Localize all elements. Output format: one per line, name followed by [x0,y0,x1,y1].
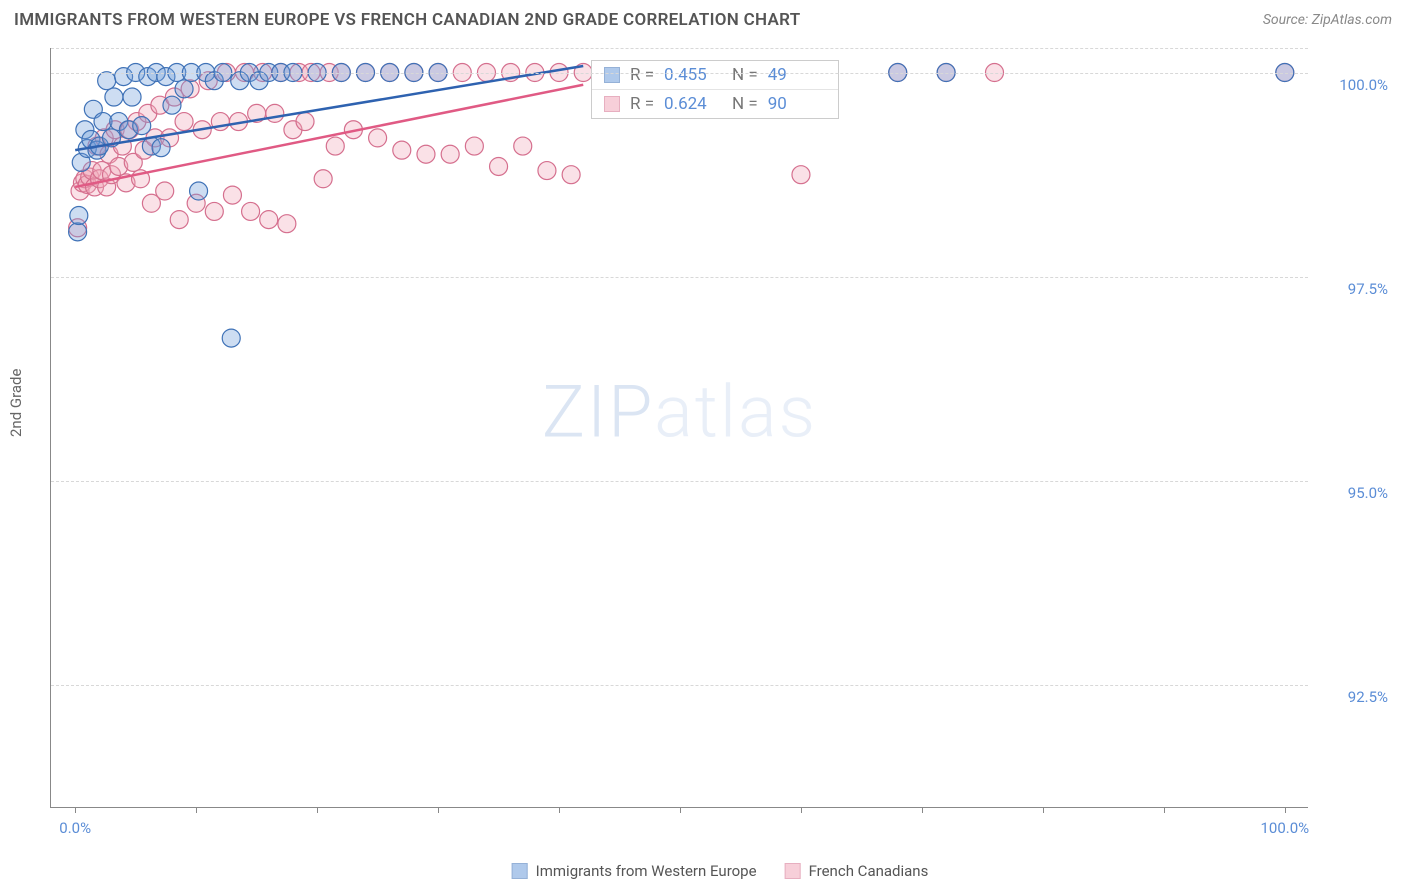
point-series-b [170,211,188,229]
point-series-a [98,72,116,90]
stats-r-value: 0.624 [664,94,722,114]
point-series-a [133,117,151,135]
stats-n-label: N = [732,94,758,114]
point-series-b [514,137,532,155]
swatch-series-b [785,863,801,879]
point-series-b [314,170,332,188]
point-series-b [223,186,241,204]
point-series-b [260,211,278,229]
plot-area: ZIPatlas R =0.455N =49R =0.624N =90 92.5… [50,48,1308,808]
point-series-b [326,137,344,155]
y-tick-label: 95.0% [1318,484,1388,502]
y-tick-label: 92.5% [1318,688,1388,706]
stats-r-value: 0.455 [664,65,722,85]
x-tick-label: 0.0% [59,819,91,837]
point-series-b [296,113,314,131]
point-series-a [152,139,170,157]
point-series-b [266,104,284,122]
stats-n-label: N = [732,65,758,85]
point-series-a [222,329,240,347]
point-series-a [190,182,208,200]
swatch-series-a [604,67,620,83]
header: IMMIGRANTS FROM WESTERN EUROPE VS FRENCH… [0,0,1406,38]
point-series-a [175,80,193,98]
stats-r-label: R = [630,65,654,85]
stats-n-value: 90 [768,94,826,114]
point-series-a [105,88,123,106]
swatch-series-b [604,96,620,112]
point-series-b [417,145,435,163]
point-series-b [156,182,174,200]
point-series-b [278,215,296,233]
point-series-a [163,96,181,114]
legend-label: Immigrants from Western Europe [536,862,757,880]
point-series-b [369,129,387,147]
y-tick-label: 97.5% [1318,280,1388,298]
stats-legend-box: R = 0.455 N = 49 R = 0.624 N = 90 [591,60,839,119]
chart-title: IMMIGRANTS FROM WESTERN EUROPE VS FRENCH… [14,10,801,30]
stats-row: R = 0.455 N = 49 [592,61,838,90]
source-credit: Source: ZipAtlas.com [1263,12,1392,28]
point-series-b [465,137,483,155]
legend-label: French Canadians [809,862,929,880]
y-axis-title: 2nd Grade [7,369,25,437]
stats-n-value: 49 [768,65,826,85]
y-tick-label: 100.0% [1318,76,1388,94]
stats-r-label: R = [630,94,654,114]
point-series-a [123,88,141,106]
legend-item: Immigrants from Western Europe [512,862,757,880]
point-series-b [242,202,260,220]
point-series-b [792,166,810,184]
stats-row: R = 0.624 N = 90 [592,90,838,118]
point-series-b [538,162,556,180]
point-series-b [205,202,223,220]
chart-container: 2nd Grade ZIPatlas R =0.455N =49R =0.624… [50,48,1390,848]
point-series-a [69,223,87,241]
point-series-b [562,166,580,184]
point-series-b [490,157,508,175]
point-series-a [70,207,88,225]
swatch-series-a [512,863,528,879]
legend-item: French Canadians [785,862,929,880]
legend-bottom: Immigrants from Western Europe French Can… [512,862,929,880]
point-series-b [175,113,193,131]
plot-svg [51,48,1308,807]
point-series-b [393,141,411,159]
x-tick-label: 100.0% [1260,819,1309,837]
point-series-b [441,145,459,163]
